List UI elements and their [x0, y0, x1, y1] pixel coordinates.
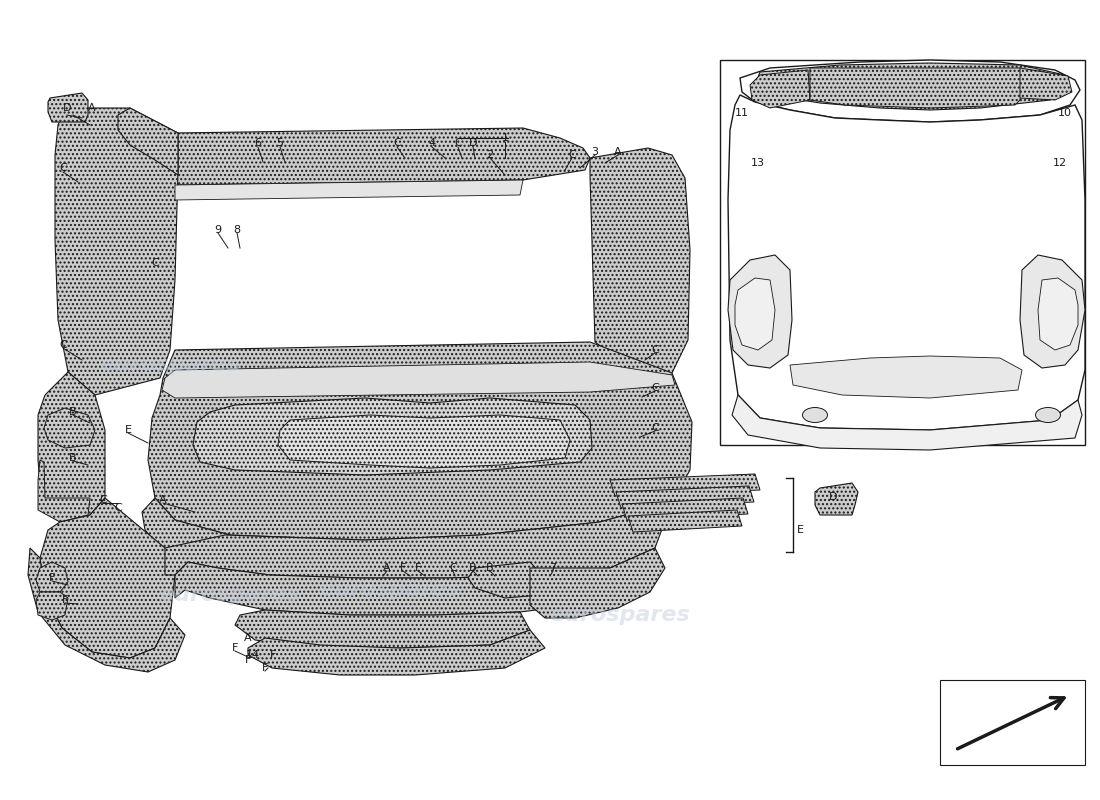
Text: 8: 8 [233, 225, 241, 235]
Polygon shape [750, 70, 810, 108]
Text: eurospares: eurospares [810, 240, 950, 260]
Bar [720, 60, 1085, 445]
Polygon shape [175, 562, 630, 615]
Polygon shape [142, 498, 230, 558]
Polygon shape [155, 128, 590, 185]
Polygon shape [628, 510, 742, 532]
Text: 5: 5 [276, 138, 284, 148]
Text: C: C [114, 503, 122, 513]
Polygon shape [1020, 255, 1085, 368]
Text: A: A [614, 147, 622, 157]
Text: B: B [69, 407, 77, 417]
Text: 13: 13 [751, 158, 764, 168]
Text: D: D [469, 138, 477, 148]
Polygon shape [815, 483, 858, 515]
Text: E: E [796, 525, 803, 535]
Polygon shape [530, 548, 666, 618]
Polygon shape [1038, 278, 1078, 350]
Text: F: F [399, 563, 406, 573]
Polygon shape [175, 180, 522, 200]
Polygon shape [610, 474, 760, 496]
Text: 2: 2 [486, 150, 494, 160]
Text: C: C [651, 423, 659, 433]
Text: E: E [124, 425, 132, 435]
Polygon shape [732, 395, 1082, 450]
Polygon shape [162, 362, 675, 398]
Polygon shape [55, 108, 178, 395]
Text: 10: 10 [1058, 108, 1072, 118]
Text: 6: 6 [254, 138, 262, 148]
Text: eurospares: eurospares [160, 585, 300, 605]
Text: A: A [244, 633, 252, 643]
Text: C: C [99, 495, 107, 505]
Text: C: C [454, 138, 462, 148]
Text: C: C [568, 150, 576, 160]
Text: F: F [415, 563, 421, 573]
Text: eurospares: eurospares [100, 355, 241, 375]
Text: F: F [62, 595, 68, 605]
Text: 12: 12 [1053, 158, 1067, 168]
Text: C: C [59, 163, 67, 173]
Polygon shape [39, 460, 90, 522]
Ellipse shape [1035, 407, 1060, 422]
Polygon shape [48, 93, 88, 122]
Polygon shape [44, 408, 95, 448]
Text: 1: 1 [502, 133, 508, 143]
Text: D: D [828, 492, 837, 502]
Text: C: C [59, 340, 67, 350]
Text: A: A [160, 495, 167, 505]
Ellipse shape [803, 407, 827, 422]
Polygon shape [790, 356, 1022, 398]
Text: C: C [449, 563, 456, 573]
Text: F: F [262, 663, 268, 673]
Polygon shape [755, 63, 1068, 110]
Text: C: C [393, 138, 400, 148]
Polygon shape [616, 486, 754, 508]
Text: eurospares: eurospares [550, 605, 691, 625]
Polygon shape [810, 68, 1020, 108]
Text: B: B [470, 563, 476, 573]
Polygon shape [148, 342, 692, 540]
Text: 4: 4 [428, 138, 436, 148]
Text: F: F [245, 655, 251, 665]
Text: F: F [270, 650, 276, 660]
Polygon shape [590, 148, 690, 373]
Bar [940, 680, 1085, 765]
Text: 3: 3 [592, 147, 598, 157]
Polygon shape [28, 548, 185, 672]
Polygon shape [728, 255, 792, 368]
Polygon shape [278, 415, 570, 468]
Text: B: B [69, 453, 77, 463]
Polygon shape [36, 562, 68, 592]
Text: C: C [151, 258, 158, 268]
Text: A: A [88, 103, 96, 113]
Polygon shape [728, 95, 1085, 430]
Text: eurospares: eurospares [320, 580, 461, 600]
Text: C: C [651, 345, 659, 355]
Polygon shape [118, 108, 178, 175]
Polygon shape [740, 60, 1080, 122]
Polygon shape [39, 372, 104, 522]
Polygon shape [165, 502, 672, 578]
Text: F: F [48, 573, 55, 583]
Polygon shape [468, 562, 544, 598]
Polygon shape [735, 278, 776, 350]
Polygon shape [36, 592, 68, 620]
Polygon shape [192, 398, 592, 475]
Text: F: F [232, 643, 239, 653]
Text: A: A [383, 563, 390, 573]
Polygon shape [235, 610, 530, 648]
Polygon shape [621, 498, 748, 520]
Text: B: B [486, 563, 494, 573]
Polygon shape [1015, 68, 1072, 100]
Text: C: C [651, 383, 659, 393]
Text: 11: 11 [735, 108, 749, 118]
Text: 14: 14 [246, 650, 260, 660]
Text: 9: 9 [214, 225, 221, 235]
Polygon shape [248, 630, 544, 675]
Polygon shape [40, 498, 175, 658]
Text: D: D [63, 103, 72, 113]
Text: 7: 7 [549, 563, 557, 573]
